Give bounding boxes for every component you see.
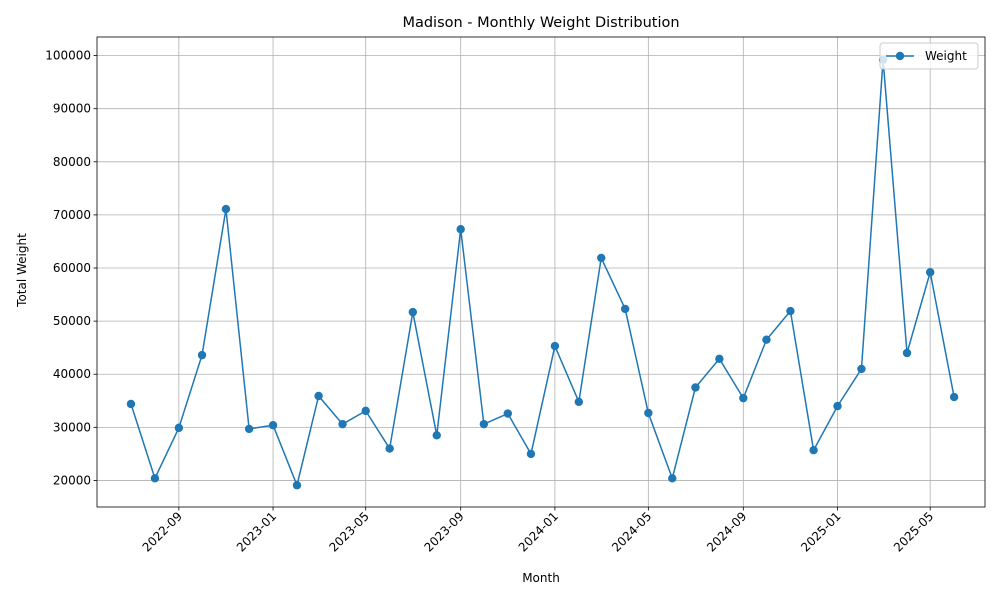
- data-point: [479, 419, 489, 429]
- data-point: [174, 423, 184, 433]
- data-point: [857, 364, 866, 374]
- data-point: [925, 268, 935, 277]
- data-point: [574, 397, 584, 407]
- data-point: [526, 449, 536, 459]
- data-point: [503, 409, 512, 418]
- data-point: [762, 335, 771, 344]
- series-weight: [126, 55, 959, 490]
- data-point: [809, 445, 818, 455]
- data-point: [456, 225, 465, 234]
- data-point: [244, 424, 254, 434]
- data-point: [292, 481, 302, 490]
- data-point: [691, 383, 700, 392]
- plot-frame: [96, 36, 986, 508]
- data-point: [620, 304, 630, 314]
- y-tick-label: 60000: [53, 261, 91, 275]
- data-point: [221, 204, 231, 214]
- data-point: [126, 399, 136, 409]
- y-tick-label: 90000: [53, 102, 91, 116]
- y-tick-label: 80000: [53, 155, 91, 169]
- data-point: [314, 391, 323, 401]
- legend: Weight: [879, 42, 979, 70]
- data-point: [408, 307, 418, 317]
- data-point: [902, 348, 912, 358]
- data-point: [644, 408, 653, 418]
- data-point: [268, 421, 278, 430]
- data-point: [197, 350, 207, 360]
- chart-title: Madison - Monthly Weight Distribution: [402, 15, 679, 31]
- y-axis-title: Total Weight: [15, 233, 29, 308]
- data-point: [338, 419, 347, 429]
- y-tick-label: 40000: [53, 367, 91, 381]
- data-point: [715, 354, 724, 364]
- data-point: [150, 474, 160, 483]
- data-point: [597, 253, 606, 263]
- y-tick-label: 20000: [53, 473, 91, 487]
- axes: [93, 36, 986, 511]
- legend-marker-swatch: [895, 51, 905, 61]
- legend-box: [879, 42, 979, 70]
- data-point: [432, 431, 441, 440]
- y-tick-label: 30000: [53, 420, 91, 434]
- data-point: [739, 393, 748, 403]
- data-point: [668, 474, 677, 483]
- data-point: [833, 401, 842, 411]
- y-tick-label: 100000: [45, 49, 91, 63]
- y-tick-label: 70000: [53, 208, 91, 222]
- data-point: [385, 444, 394, 453]
- x-axis-title: Month: [522, 571, 560, 585]
- data-point: [786, 306, 795, 316]
- y-tick-label: 50000: [53, 314, 91, 328]
- data-point: [949, 392, 959, 402]
- data-point: [361, 406, 370, 416]
- data-point: [550, 341, 560, 351]
- legend-label-weight: Weight: [925, 49, 967, 63]
